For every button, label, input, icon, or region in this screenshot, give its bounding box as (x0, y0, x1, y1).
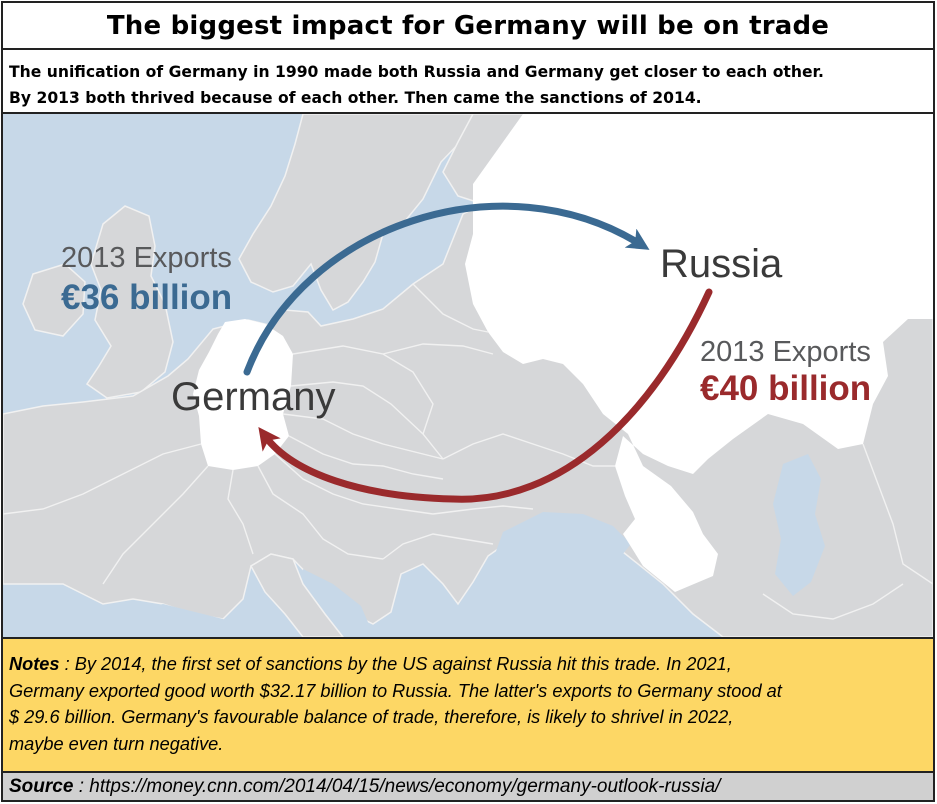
italy-land (250, 553, 344, 637)
germany-label: Germany (171, 375, 336, 419)
country-borders (3, 283, 933, 620)
scandinavia-land (238, 114, 474, 311)
map-graphic (3, 114, 933, 637)
notes-line-3: $ 29.6 billion. Germany's favourable bal… (9, 707, 734, 727)
page-title: The biggest impact for Germany will be o… (3, 3, 933, 50)
notes-line-2: Germany exported good worth $32.17 billi… (9, 680, 782, 701)
russia-exports-value: €40 billion (700, 369, 872, 408)
adriatic-sea (301, 569, 373, 637)
germany-exports-title: 2013 Exports (61, 242, 232, 274)
germany-to-russia-arrow (243, 202, 650, 376)
germany-exports-value: €36 billion (61, 278, 233, 317)
notes-line-1-text: : By 2014, the first set of sanctions by… (59, 654, 732, 674)
russia-highlight (465, 114, 933, 592)
notes-box: Notes : By 2014, the first set of sancti… (3, 637, 933, 773)
notes-line-4: maybe even turn negative. (9, 733, 224, 754)
intro-text: The unification of Germany in 1990 made … (3, 50, 933, 114)
source-label: Source (9, 776, 74, 797)
ireland-land (22, 263, 86, 337)
russia-label: Russia (660, 242, 783, 286)
intro-line-1: The unification of Germany in 1990 made … (9, 63, 824, 81)
black-sea (495, 512, 631, 584)
source-bar: Source : https://money.cnn.com/2014/04/1… (3, 773, 933, 800)
russia-to-germany-arrow (258, 288, 713, 503)
russia-exports-title: 2013 Exports (700, 336, 871, 368)
notes-line-1: Notes : By 2014, the first set of sancti… (9, 651, 927, 678)
caspian-sea (773, 454, 825, 596)
europe-map: 2013 Exports €36 billion Germany Russia … (3, 114, 933, 637)
mediterranean-sea (123, 604, 263, 637)
intro-line-2: By 2013 both thrived because of each oth… (9, 89, 702, 107)
source-url: : https://money.cnn.com/2014/04/15/news/… (73, 776, 721, 797)
notes-label: Notes (9, 654, 60, 674)
